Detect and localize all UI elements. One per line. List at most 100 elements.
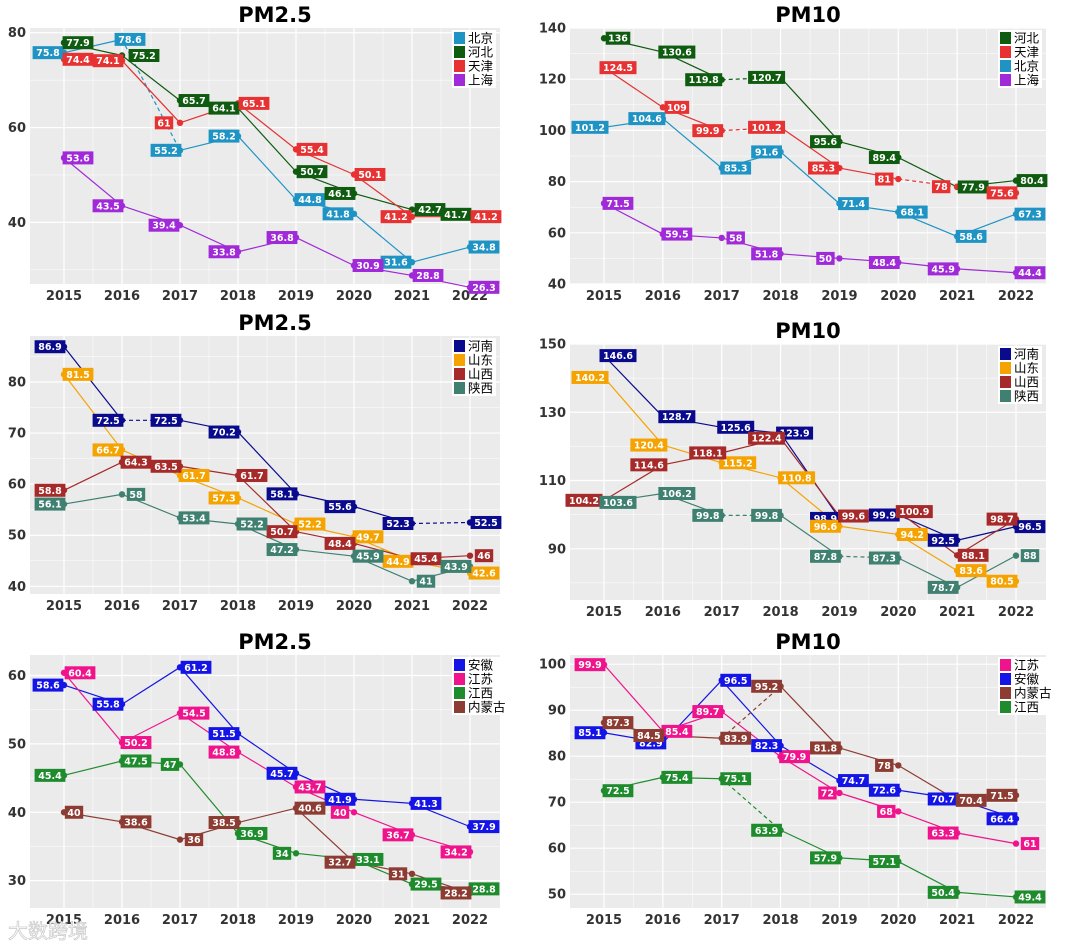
legend-swatch xyxy=(454,701,465,713)
x-tick-label: 2017 xyxy=(162,289,198,304)
data-labels-上海: 71.5 59.5 58 51.8 50 48.4 45.9 44.4 xyxy=(602,196,1046,280)
series-line-segment xyxy=(237,135,297,201)
data-label-box xyxy=(440,207,472,221)
x-tick-label: 2016 xyxy=(645,605,681,620)
data-label-box xyxy=(236,517,268,531)
data-label-box xyxy=(927,533,959,547)
data-label-box xyxy=(810,549,841,563)
data-label: 28.8 xyxy=(416,271,440,282)
data-label: 57.9 xyxy=(814,853,837,864)
legend-swatch xyxy=(454,687,465,699)
legend-swatch xyxy=(1000,32,1011,44)
data-label: 123.9 xyxy=(780,429,810,440)
data-label: 95.2 xyxy=(755,682,778,693)
data-label: 89.7 xyxy=(696,707,719,718)
data-label: 75.6 xyxy=(990,188,1014,199)
data-labels-安徽: 85.1 82.9 96.5 82.3 74.7 72.6 70.7 66.4 xyxy=(574,673,1018,826)
data-label-box xyxy=(352,259,384,273)
data-point xyxy=(292,850,300,857)
y-tick-label: 40 xyxy=(8,580,26,595)
data-label-box xyxy=(1020,549,1040,563)
data-label-box xyxy=(34,768,66,782)
data-label-box xyxy=(986,788,1018,802)
series-line-segment xyxy=(603,664,664,732)
series-line-segment xyxy=(63,760,123,776)
series-line-segment xyxy=(353,798,413,804)
data-label: 72.5 xyxy=(96,416,119,427)
series-line-segment xyxy=(957,832,1017,845)
data-label: 119.8 xyxy=(689,75,719,86)
series-line-segment xyxy=(121,60,181,124)
data-label: 44.4 xyxy=(1018,268,1042,279)
chart-title: PM2.5 xyxy=(238,311,312,335)
data-label: 45.4 xyxy=(414,554,438,565)
data-label: 30.9 xyxy=(356,261,379,272)
data-label: 55.4 xyxy=(300,145,324,156)
y-tick-label: 70 xyxy=(548,796,566,811)
data-label: 99.8 xyxy=(696,511,720,522)
data-label: 68.1 xyxy=(901,208,924,219)
chart-panel-6: PM10 50 60 70 80 90 100 2015 2016 2017 2018 2019 202… xyxy=(539,630,1055,928)
data-label: 50.2 xyxy=(124,738,147,749)
legend-label: 江西 xyxy=(468,686,493,701)
data-label-box xyxy=(294,517,326,531)
data-label: 71.5 xyxy=(606,199,629,210)
data-label-box xyxy=(92,54,124,68)
series-line-segment xyxy=(780,77,840,143)
data-label-box xyxy=(571,370,609,384)
data-label: 74.4 xyxy=(66,55,90,66)
data-label: 114.6 xyxy=(634,460,664,471)
data-label: 82.3 xyxy=(755,741,778,752)
data-label: 103.6 xyxy=(603,498,633,509)
series-line-segment xyxy=(839,525,899,536)
legend-label: 河南 xyxy=(1014,347,1039,362)
data-label-box xyxy=(208,491,240,505)
data-label: 101.2 xyxy=(575,123,605,134)
data-label: 78 xyxy=(878,761,892,772)
legend-label: 北京 xyxy=(468,31,493,46)
data-label-box xyxy=(661,770,693,784)
data-labels-上海: 53.6 43.5 39.4 33.8 36.8 30.9 28.8 26.3 xyxy=(62,151,500,294)
data-label: 34.8 xyxy=(472,243,496,254)
series-line-segment xyxy=(63,461,123,491)
data-label-box xyxy=(692,124,724,138)
x-tick-label: 2022 xyxy=(998,289,1034,304)
data-label-box xyxy=(838,509,869,523)
data-label: 87.8 xyxy=(814,552,838,563)
chart-title: PM10 xyxy=(775,630,841,654)
legend-label: 陕西 xyxy=(1014,389,1039,404)
data-label-box xyxy=(810,741,841,755)
data-label: 33.8 xyxy=(212,247,236,258)
data-point xyxy=(118,491,126,498)
data-label-box xyxy=(352,549,384,563)
data-label-box xyxy=(875,172,894,186)
data-label: 78.6 xyxy=(118,35,142,46)
data-labels-安徽: 58.6 55.8 61.2 51.5 45.7 41.9 41.3 37.9 xyxy=(32,660,500,834)
data-label-box xyxy=(150,459,182,473)
x-tick-label: 2021 xyxy=(394,289,430,304)
x-tick-label: 2022 xyxy=(452,599,488,614)
data-label: 74.7 xyxy=(842,776,865,787)
legend-swatch xyxy=(1000,673,1011,685)
data-label: 72.6 xyxy=(873,786,897,797)
data-point xyxy=(1012,840,1020,847)
data-label-box xyxy=(414,203,446,217)
data-label: 100.9 xyxy=(899,507,929,518)
legend-swatch xyxy=(454,74,465,86)
x-tick-label: 2019 xyxy=(278,599,314,614)
data-label-box xyxy=(1014,207,1046,221)
x-tick-label: 2015 xyxy=(46,289,82,304)
data-label: 49.7 xyxy=(356,532,379,543)
data-label: 81 xyxy=(878,175,891,186)
data-label-box xyxy=(440,886,472,900)
data-label: 48.8 xyxy=(212,748,236,759)
data-label-box xyxy=(160,757,180,771)
data-label-box xyxy=(410,552,442,566)
data-label-box xyxy=(468,882,500,896)
legend-label: 安徽 xyxy=(1014,672,1040,687)
data-label: 32.7 xyxy=(328,858,351,869)
legend-swatch xyxy=(1000,74,1011,86)
data-label: 82.9 xyxy=(639,738,662,749)
